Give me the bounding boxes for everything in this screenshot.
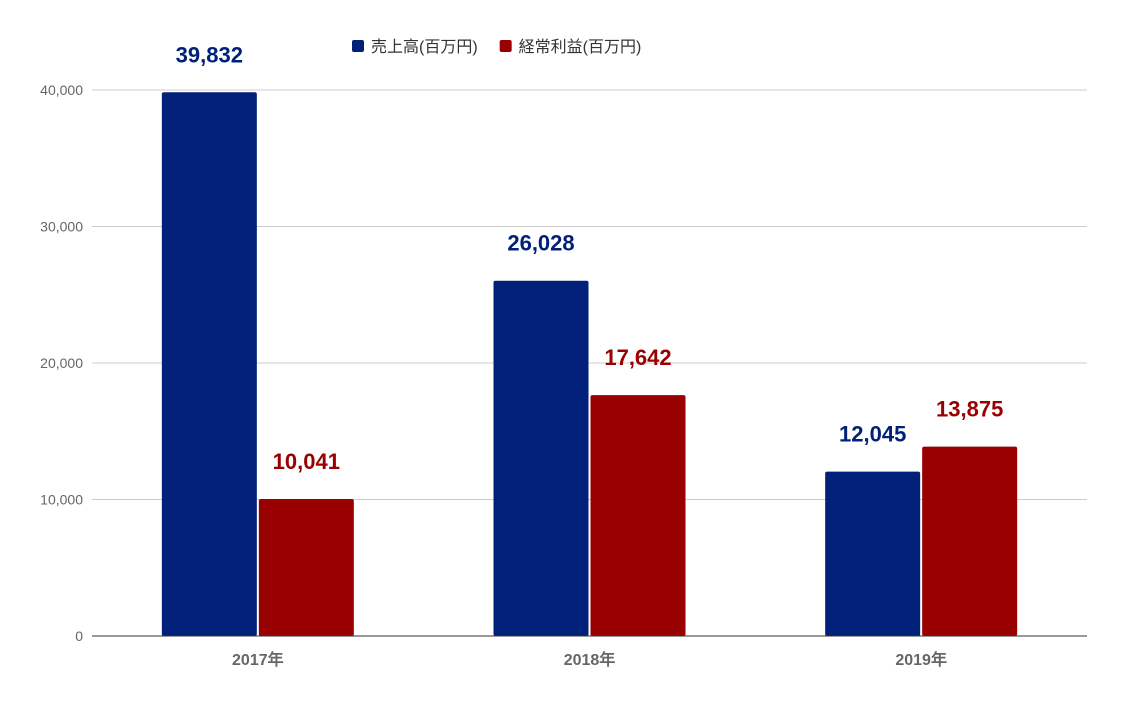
legend-label: 経常利益(百万円) [519,38,642,56]
data-label: 39,832 [176,42,243,67]
legend-label: 売上高(百万円) [371,38,478,56]
legend[interactable]: 売上高(百万円) 経常利益(百万円) [352,38,641,56]
x-category-label: 2017年 [232,650,284,669]
legend-item-series-1[interactable]: 売上高(百万円) [352,38,478,56]
y-tick-label: 10,000 [40,492,83,508]
bars [161,92,1018,636]
bar-series-1-2[interactable] [493,280,589,636]
bar-series-1-1[interactable] [161,92,257,636]
y-tick-label: 20,000 [40,355,83,371]
bar-series-1-3[interactable] [825,471,921,636]
legend-swatch [352,40,364,52]
y-tick-label: 30,000 [40,219,83,235]
axes: 0 10,000 20,000 30,000 40,000 2017年 2018年 2019年 [40,82,1087,669]
bar-series-2-1[interactable] [258,498,354,636]
bar-series-2-3[interactable] [922,446,1018,636]
data-label: 26,028 [507,231,574,256]
y-tick-label: 0 [75,628,83,644]
data-labels: 39,832 10,041 26,028 17,642 12,045 13,875 [176,42,1004,474]
data-label: 10,041 [273,449,340,474]
data-label: 12,045 [839,422,906,447]
x-category-label: 2019年 [895,650,947,669]
bar-series-2-2[interactable] [590,395,686,636]
gridlines [92,89,1087,500]
data-label: 13,875 [936,397,1003,422]
data-label: 17,642 [604,345,671,370]
legend-swatch [499,40,512,52]
legend-item-series-2[interactable]: 経常利益(百万円) [499,38,642,56]
y-tick-label: 40,000 [40,82,83,98]
x-category-label: 2018年 [564,650,616,669]
